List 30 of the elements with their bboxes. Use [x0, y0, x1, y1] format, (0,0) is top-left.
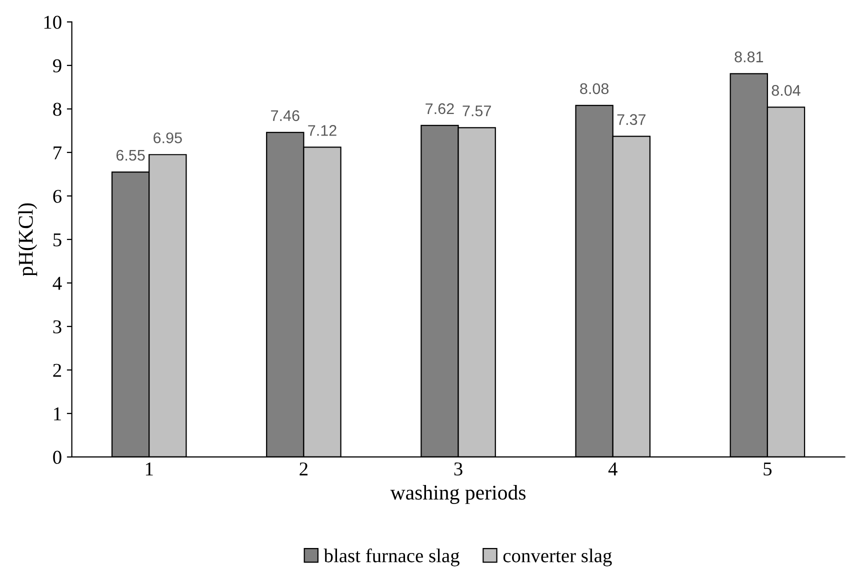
y-tick-label: 1: [54, 407, 61, 420]
x-tick-label: 1: [146, 462, 153, 476]
legend-label: blast furnace slag: [324, 548, 460, 566]
y-tick-label: 4: [52, 276, 62, 290]
y-tick-label: 8: [53, 102, 62, 116]
data-label: 8.81: [734, 52, 764, 62]
y-axis-title: pH(KCl): [18, 203, 38, 276]
y-tick-label: 3: [53, 320, 62, 334]
data-label: 7.37: [617, 114, 646, 125]
data-label: 8.08: [580, 83, 609, 94]
x-tick-label: 5: [764, 462, 772, 476]
data-label: 7.57: [462, 106, 491, 116]
y-tick-label: 5: [54, 233, 62, 246]
x-tick-label: 3: [454, 462, 462, 476]
data-label: 7.12: [308, 125, 336, 136]
data-label: 6.95: [154, 132, 182, 144]
y-tick-label: 0: [53, 450, 62, 464]
y-tick-label: 2: [53, 364, 62, 377]
x-axis-title: washing periods: [390, 485, 526, 504]
y-tick-label: 7: [54, 146, 62, 160]
y-tick-label: 6: [53, 190, 62, 203]
data-label: 7.62: [426, 103, 454, 114]
y-tick-label: 10: [44, 16, 62, 29]
x-tick-label: 4: [608, 462, 618, 476]
data-label: 6.55: [116, 150, 145, 161]
x-tick-label: 2: [300, 462, 308, 476]
y-tick-label: 9: [53, 59, 62, 72]
legend-label: converter slag: [503, 548, 612, 566]
data-label: 7.46: [271, 110, 300, 122]
data-label: 8.04: [772, 85, 800, 96]
